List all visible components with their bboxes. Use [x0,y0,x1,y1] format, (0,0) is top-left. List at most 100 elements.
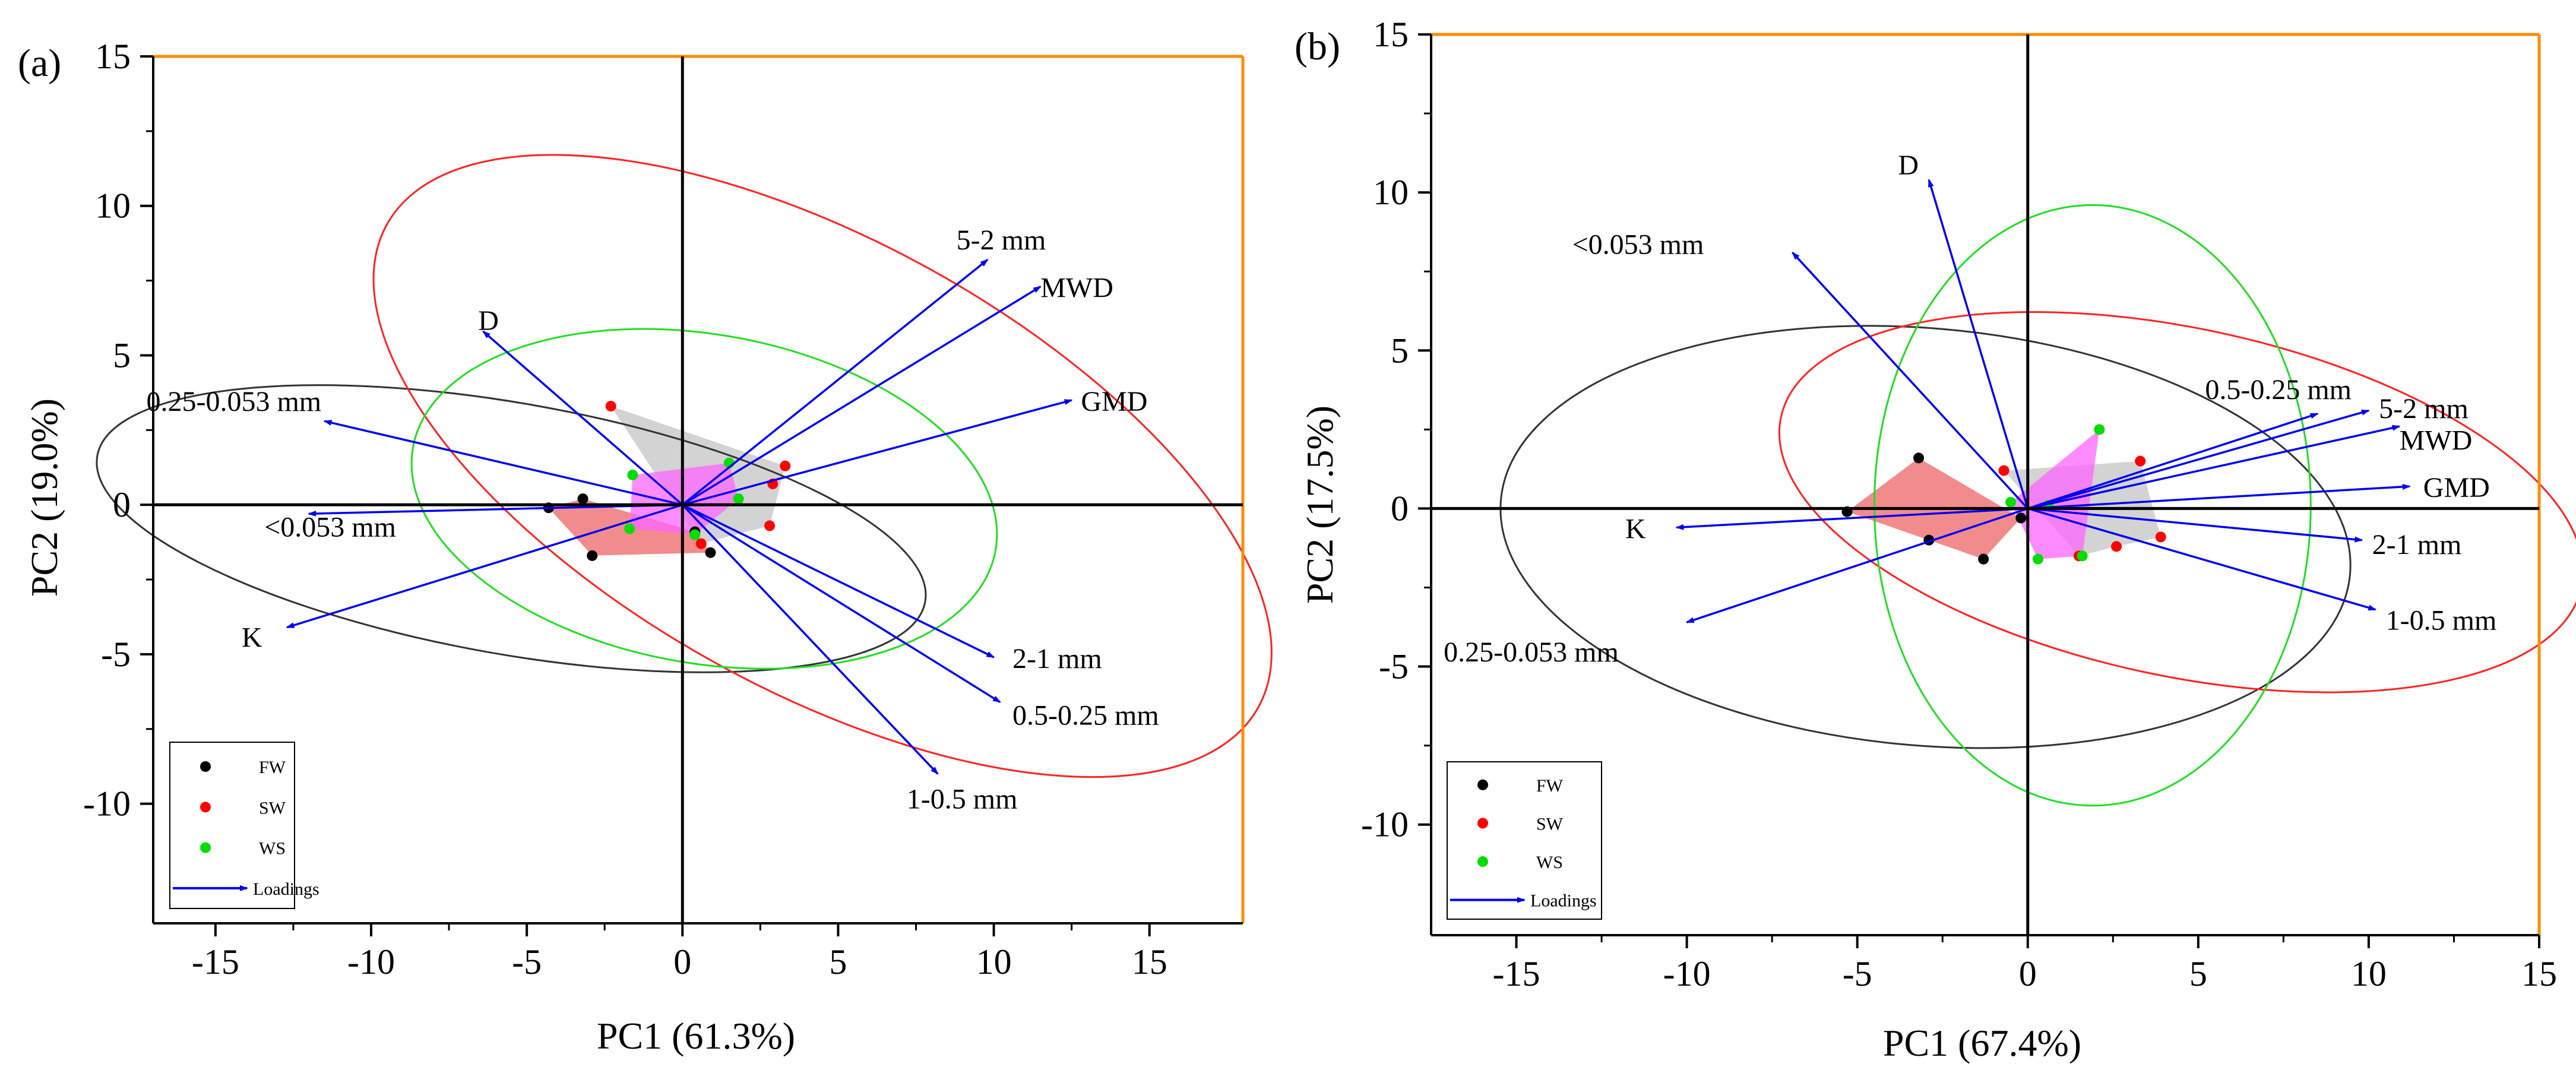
panel-a-loading-arrow [323,420,683,506]
panel-a-x-tick-label: 5 [829,942,847,981]
panel-a-point-sw [605,401,616,412]
panel-b-legend-label: Loadings [1530,891,1597,911]
panel-b-point-sw [2111,541,2122,552]
panel-a-ellipse-fw [96,384,927,673]
panel-a-x-tick-label: 10 [976,942,1012,981]
panel-a-x-tick-label: -10 [347,942,395,981]
panel-a-loading-label: <0.053 mm [264,511,396,543]
panel-a-loading-label: MWD [1040,273,1113,304]
panel-a-legend-label: WS [259,839,286,859]
panel-a-legend-marker-fw [200,761,211,772]
panel-a-point-ws [627,469,638,480]
panel-b-loading-arrow [2027,507,2363,543]
panel-b-loading-label: 0.5-0.25 mm [2205,374,2352,406]
panel-b-point-ws [2077,550,2088,562]
panel-a-ellipse-sw [372,154,1273,778]
panel-a-loading-label: 2-1 mm [1012,643,1102,675]
panel-b-label: (b) [1295,25,1340,68]
panel-a-loading-label: 0.25-0.053 mm [146,386,321,417]
panel-b-legend-marker-ws [1477,856,1488,867]
panel-a-loading-arrow [682,504,1001,703]
panel-a-loading-label: K [242,622,262,654]
panel-b-hull-ws [2011,429,2100,559]
panel-b-point-sw [2135,455,2146,467]
panel-b-ylabel: PC2 (17.5%) [1299,406,1341,604]
panel-b-x-tick-label: 15 [2521,954,2557,993]
panel-a-loading-label: GMD [1081,386,1147,417]
panel-a-y-tick-label: -10 [83,784,131,824]
panel-b-y-tick-label: 5 [1391,331,1409,370]
panel-b-legend-label: FW [1536,776,1564,796]
panel-b-loading-label: GMD [2423,472,2490,504]
panel-a-x-tick-label: -15 [192,942,239,981]
panel-b-loading-arrow [1928,178,2029,509]
panel-b-loading-label: 2-1 mm [2372,529,2462,561]
panel-a-loading-arrow [682,258,989,506]
panel-a-point-fw [705,547,716,558]
panel-b-loading-arrow [2027,409,2370,510]
panel-b-ellipse-sw [1778,311,2576,694]
panel-b-point-fw [1978,553,1989,565]
panel-b-x-tick-label: -5 [1843,954,1872,993]
panel-a-loading-arrow [682,504,995,658]
panel-a-loading-label: D [478,305,499,337]
panel-b-x-tick-label: 10 [2351,954,2387,993]
panel-a-point-sw [764,520,776,531]
panel-b-loading-arrow [1792,251,2029,509]
panel-b-legend-marker-fw [1477,779,1488,790]
panel-b-ellipse-fw [1499,325,2352,749]
panel-a-y-tick-label: 0 [113,485,131,524]
panel-b-loading-label: K [1625,513,1646,544]
panel-b-loading-arrow [1685,507,2028,623]
panel-b-x-tick-label: 0 [2019,954,2037,993]
panel-b-y-tick-label: 0 [1391,489,1409,528]
panel-a-loading-arrow [682,504,939,775]
panel-b-loading-label: 1-0.5 mm [2386,605,2497,637]
panel-b-loading-arrow [2027,483,2411,510]
panel-b-point-sw [2155,531,2166,543]
panel-a-legend [169,742,295,909]
panel-a-label: (a) [18,42,61,85]
panel-a-y-tick-label: 10 [95,186,131,226]
panel-b: FW SW WS Loadings D <0.053 mm 0.5-0.25 mm 5-2 … [1295,15,2576,1064]
panel-b-y-tick-label: 15 [1373,15,1409,54]
panel-a-point-ws [689,529,701,540]
panel-a-y-tick-label: -5 [101,635,131,674]
panel-a-x-tick-label: 0 [673,942,691,981]
panel-b-legend [1447,761,1602,920]
panel-a-legend-marker-ws [200,842,211,853]
panel-a-xlabel: PC1 (61.3%) [597,1015,795,1057]
panel-a-loading-arrow [308,504,683,517]
panel-a-ellipse-ws [410,328,998,670]
panel-a-x-tick-label: 15 [1132,942,1167,981]
panel-a-y-tick-label: 5 [113,335,131,375]
panel-b-x-tick-label: -10 [1663,954,1711,993]
panel-b-loading-label: 0.25-0.053 mm [1444,637,1619,668]
panel-b-loading-arrow [2027,425,2401,510]
panel-a-point-ws [733,493,744,505]
panel-b-x-tick-label: 5 [2189,954,2207,993]
panel-b-y-tick-label: 10 [1373,173,1409,212]
panel-a-loading-label: 0.5-0.25 mm [1012,700,1159,732]
panel-b-legend-label: SW [1536,814,1564,834]
panel-b-legend-label: WS [1536,853,1563,872]
panel-b-y-tick-label: -5 [1379,647,1409,686]
panel-b-loading-label: <0.053 mm [1572,229,1704,260]
panel-a-loading-label: 5-2 mm [957,224,1046,256]
panel-a-loading-arrow [286,504,683,629]
panel-b-point-fw [1913,452,1925,464]
panel-a-loading-arrow [682,399,1073,506]
panel-a-legend-label: Loadings [253,879,319,899]
panel-b-x-tick-label: -15 [1493,954,1540,993]
panel-b-ellipse-ws [1873,204,2312,807]
panel-b-loading-label: D [1898,150,1919,181]
panel-a-point-fw [587,550,598,561]
panel-b-y-tick-label: -10 [1361,805,1409,844]
panel-b-point-fw [2015,512,2027,524]
panel-a-point-ws [624,523,635,534]
panel-b-loading-label: MWD [2400,425,2473,456]
panel-b-loading-arrow [1675,507,2028,530]
panel-a-legend-label: SW [259,798,286,818]
panel-a: FW SW WS Loadings 5-2 mm MWD GMD 2-1 mm 0.5-0.2… [18,37,1273,1057]
panel-a-ylabel: PC2 (19.0%) [23,398,65,597]
